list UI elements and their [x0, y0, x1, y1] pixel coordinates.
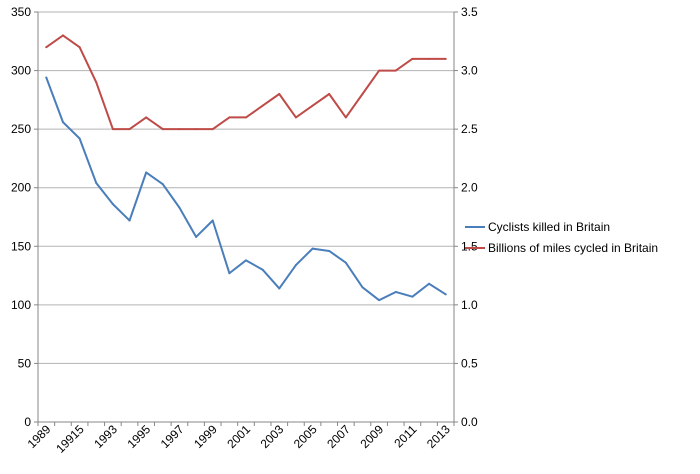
data-point-cyclists-killed	[245, 259, 247, 262]
data-point-miles-cycled	[45, 46, 48, 49]
data-point-cyclists-killed	[328, 249, 331, 252]
data-point-miles-cycled	[245, 116, 247, 119]
data-point-miles-cycled	[61, 34, 64, 37]
right-axis-tick-label: 0.5	[461, 356, 478, 370]
right-axis-tick-label: 0.0	[461, 415, 478, 429]
data-point-miles-cycled	[394, 69, 397, 72]
data-point-cyclists-killed	[178, 206, 181, 209]
left-axis-tick-label: 200	[11, 181, 31, 195]
data-point-miles-cycled	[95, 81, 98, 84]
data-point-cyclists-killed	[211, 219, 214, 222]
left-axis-tick-label: 350	[11, 5, 31, 19]
x-axis-tick-label: 2009	[357, 422, 386, 451]
data-point-cyclists-killed	[378, 299, 381, 302]
left-axis-tick-label: 250	[11, 122, 31, 136]
data-point-miles-cycled	[261, 104, 264, 107]
data-point-miles-cycled	[311, 104, 314, 107]
right-axis-tick-label: 1.0	[461, 298, 478, 312]
data-point-miles-cycled	[361, 93, 364, 95]
x-axis-tick-label: 1999	[191, 422, 220, 451]
x-axis-tick-label: 2003	[258, 422, 287, 451]
left-axis-tick-label: 300	[11, 64, 31, 78]
data-point-miles-cycled	[128, 128, 131, 131]
data-point-cyclists-killed	[161, 183, 164, 186]
data-point-miles-cycled	[378, 69, 381, 72]
gridlines	[38, 11, 454, 364]
x-axis-tick-label: 1995	[124, 422, 153, 451]
x-axis-tick-label: 1997	[158, 422, 187, 451]
data-point-cyclists-killed	[294, 264, 297, 267]
data-point-cyclists-killed	[145, 171, 148, 174]
data-point-cyclists-killed	[344, 261, 347, 264]
x-axis-tick-label: 2007	[324, 422, 353, 451]
data-point-cyclists-killed	[228, 272, 231, 275]
x-axis-tick-label: 2013	[424, 422, 453, 451]
data-point-miles-cycled	[178, 128, 181, 131]
data-point-miles-cycled	[444, 57, 447, 60]
legend-label-miles-cycled: Billions of miles cycled in Britain	[488, 241, 658, 255]
x-axis-tick-label: 2011	[391, 422, 419, 450]
right-axis-tick-label: 2.5	[461, 122, 478, 136]
data-point-miles-cycled	[328, 93, 331, 95]
right-axis-tick-label: 3.0	[461, 64, 478, 78]
data-point-miles-cycled	[161, 128, 164, 131]
data-point-miles-cycled	[294, 116, 297, 119]
data-point-cyclists-killed	[95, 182, 98, 185]
x-axis-tick-label: 2005	[291, 422, 320, 451]
x-axis-tick-label: 2001	[224, 422, 253, 451]
data-point-miles-cycled	[111, 128, 114, 131]
data-point-miles-cycled	[411, 57, 414, 60]
data-point-miles-cycled	[344, 116, 347, 119]
data-point-cyclists-killed	[45, 76, 48, 79]
axes	[34, 11, 458, 426]
series-line-miles-cycled	[45, 34, 447, 131]
data-point-miles-cycled	[211, 128, 214, 131]
data-point-miles-cycled	[228, 116, 231, 119]
right-axis-tick-label: 3.5	[461, 5, 478, 19]
x-axis-tick-label: 19915	[53, 422, 87, 456]
data-point-cyclists-killed	[78, 137, 81, 140]
data-point-cyclists-killed	[394, 290, 397, 293]
data-point-cyclists-killed	[411, 295, 414, 298]
right-axis-tick-label: 1.5	[461, 239, 478, 253]
data-point-miles-cycled	[278, 93, 281, 95]
data-point-cyclists-killed	[61, 121, 64, 124]
data-point-cyclists-killed	[128, 219, 131, 222]
series-layer	[45, 34, 447, 302]
legend: Cyclists killed in Britain Billions of m…	[465, 220, 658, 255]
right-axis-tick-labels: 0.0 0.5 1.0 1.5 2.0 2.5 3.0 3.5	[461, 5, 478, 429]
data-point-cyclists-killed	[361, 286, 364, 289]
data-point-cyclists-killed	[261, 268, 264, 271]
left-axis-tick-label: 100	[11, 298, 31, 312]
right-axis-tick-label: 2.0	[461, 181, 478, 195]
data-point-miles-cycled	[195, 128, 198, 131]
left-axis-tick-labels: 0 50 100 150 200 250 300 350	[11, 5, 31, 429]
left-axis-tick-label: 0	[24, 415, 31, 429]
x-axis-tick-label: 1993	[91, 422, 120, 451]
left-axis-tick-label: 150	[11, 239, 31, 253]
data-point-cyclists-killed	[111, 203, 114, 206]
x-axis-tick-labels: 1989 19915 1993 1995 1997 1999 2001 2003 2005 200…	[25, 422, 453, 456]
data-point-cyclists-killed	[444, 293, 447, 296]
data-point-miles-cycled	[145, 116, 148, 119]
left-axis-tick-label: 50	[18, 356, 32, 370]
data-point-cyclists-killed	[195, 235, 198, 238]
data-point-cyclists-killed	[311, 247, 314, 250]
data-point-miles-cycled	[428, 57, 431, 60]
data-point-miles-cycled	[78, 46, 81, 49]
data-point-cyclists-killed	[428, 282, 431, 285]
data-point-cyclists-killed	[278, 287, 281, 290]
legend-label-cyclists-killed: Cyclists killed in Britain	[488, 220, 610, 234]
